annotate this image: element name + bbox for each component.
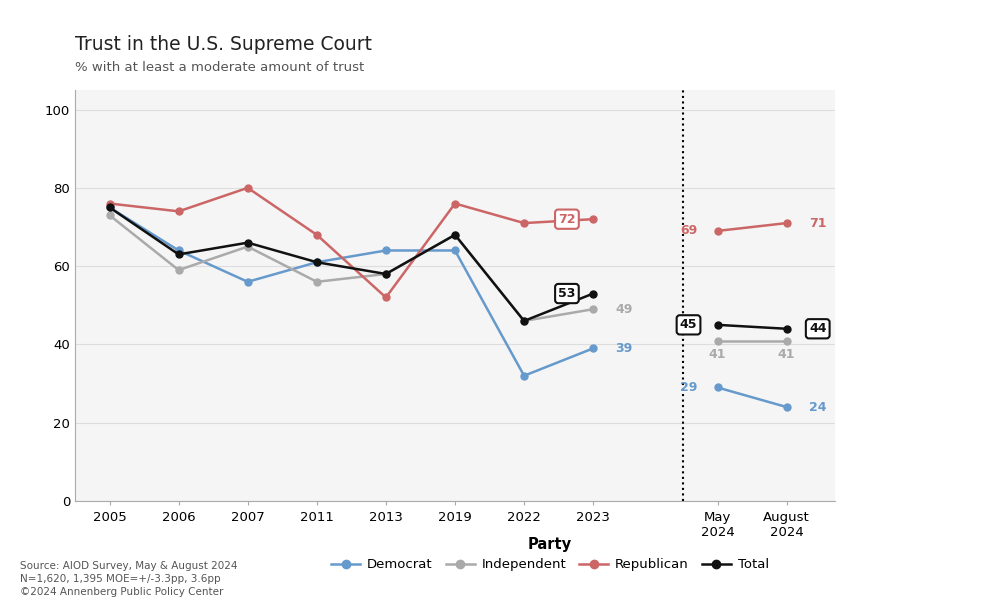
Text: 49: 49 bbox=[616, 302, 633, 316]
Text: 71: 71 bbox=[809, 217, 826, 230]
Text: 44: 44 bbox=[809, 322, 826, 335]
Text: 69: 69 bbox=[680, 224, 697, 238]
Text: 24: 24 bbox=[809, 401, 826, 413]
Text: 72: 72 bbox=[558, 212, 576, 226]
Text: 29: 29 bbox=[680, 381, 697, 394]
Text: 41: 41 bbox=[778, 348, 795, 361]
Text: Trust in the U.S. Supreme Court: Trust in the U.S. Supreme Court bbox=[75, 35, 372, 54]
Text: 53: 53 bbox=[558, 287, 576, 300]
Text: 45: 45 bbox=[680, 319, 697, 331]
Text: 41: 41 bbox=[709, 348, 726, 361]
Text: Source: AIOD Survey, May & August 2024
N=1,620, 1,395 MOE=+/-3.3pp, 3.6pp
©2024 : Source: AIOD Survey, May & August 2024 N… bbox=[20, 560, 238, 597]
Text: % with at least a moderate amount of trust: % with at least a moderate amount of tru… bbox=[75, 61, 364, 74]
Text: 39: 39 bbox=[616, 342, 633, 355]
Legend: Democrat, Independent, Republican, Total: Democrat, Independent, Republican, Total bbox=[326, 532, 774, 577]
